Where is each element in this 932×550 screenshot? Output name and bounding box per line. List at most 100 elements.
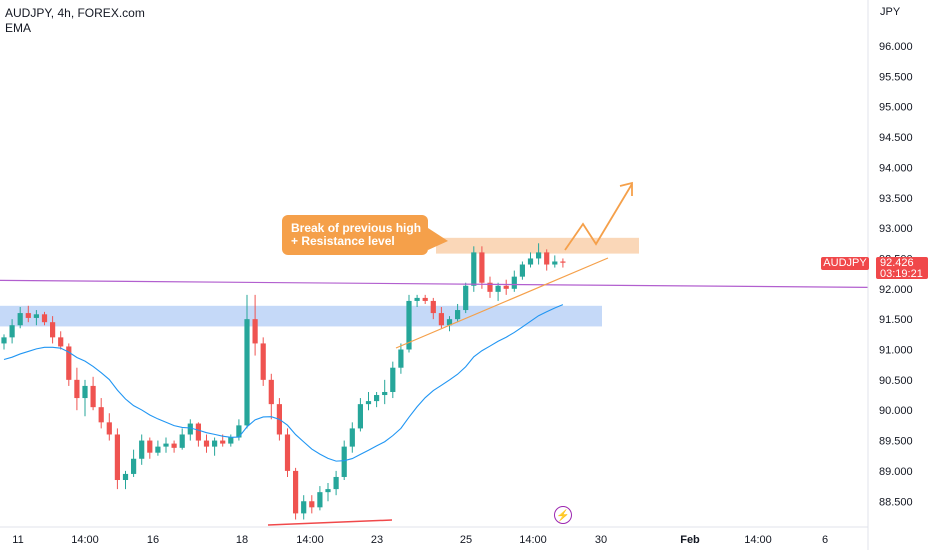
candle — [228, 434, 234, 447]
candle-body — [33, 314, 39, 318]
candle — [325, 483, 331, 502]
candle — [147, 437, 153, 459]
candle-body — [471, 252, 477, 286]
candle-body — [511, 276, 517, 289]
candle — [446, 316, 453, 332]
candle-body — [252, 319, 258, 344]
symbol-title: AUDJPY, 4h, FOREX.com — [5, 6, 145, 20]
candle — [155, 440, 161, 456]
candle — [106, 413, 112, 441]
trend-line — [395, 257, 609, 349]
candle — [90, 376, 96, 411]
candle — [41, 311, 48, 326]
x-tick-label: 14:00 — [296, 534, 324, 546]
candle-body — [309, 501, 315, 508]
candle — [268, 373, 274, 420]
candle-body — [503, 285, 509, 289]
x-tick-label: 30 — [595, 534, 607, 546]
candle-body — [341, 446, 347, 477]
projection-path — [564, 183, 633, 251]
candle — [309, 495, 315, 514]
candle — [414, 294, 420, 308]
candle — [422, 294, 428, 304]
candle — [560, 258, 566, 268]
candle-body — [479, 252, 485, 283]
candle-body — [390, 367, 396, 392]
lightning-event-icon[interactable]: ⚡ — [554, 506, 572, 524]
candle — [471, 246, 477, 292]
candle — [527, 252, 534, 268]
candle-body — [268, 379, 274, 405]
y-tick-label: 95.500 — [879, 71, 913, 83]
candle-body — [50, 322, 56, 338]
candle — [9, 319, 15, 344]
overlays — [0, 181, 869, 526]
candle-body — [212, 440, 218, 447]
candle-body — [495, 285, 501, 292]
axes: 96.000 95.500 95.000 94.500 94.000 93.500 93.0… — [0, 0, 913, 550]
candle-body — [552, 261, 558, 265]
x-tick-label: 25 — [460, 534, 472, 546]
y-tick-label: 89.500 — [879, 436, 913, 448]
candle-body — [122, 473, 129, 481]
candle-body — [90, 385, 96, 408]
candle — [374, 391, 380, 408]
x-tick-label: 18 — [236, 534, 248, 546]
candle — [455, 303, 461, 323]
candle-body — [463, 285, 469, 311]
symbol-price-tag: AUDJPY — [821, 257, 869, 270]
candle-body — [293, 470, 299, 514]
y-tick-label: 90.000 — [879, 405, 913, 417]
candle-body — [260, 343, 266, 380]
candle — [17, 307, 23, 329]
candle-body — [163, 443, 169, 447]
candle — [131, 449, 137, 477]
candle-body — [9, 325, 15, 338]
y-tick-label: 96.000 — [879, 41, 913, 53]
candle — [33, 310, 39, 326]
chart-header: AUDJPY, 4h, FOREX.com EMA — [5, 6, 145, 36]
x-tick-label: Feb — [680, 534, 700, 546]
candle — [365, 391, 372, 411]
y-tick-label: 95.000 — [879, 102, 913, 114]
candle-body — [544, 252, 550, 265]
candle-body — [487, 282, 493, 292]
candle — [244, 294, 250, 429]
x-tick-label: 11 — [12, 534, 23, 546]
y-tick-label: 89.000 — [879, 466, 913, 478]
candle — [74, 367, 80, 411]
candle — [349, 422, 355, 453]
candle-body — [301, 501, 307, 514]
indicator-label[interactable]: EMA — [5, 21, 32, 35]
currency-label: JPY — [880, 6, 901, 18]
candle-body — [527, 258, 534, 265]
y-tick-label: 90.500 — [879, 375, 913, 387]
x-tick-label: 14:00 — [744, 534, 772, 546]
candle-body — [203, 440, 210, 447]
candle — [66, 343, 72, 386]
candle-body — [106, 422, 112, 435]
y-tick-label: 91.500 — [879, 314, 913, 326]
resistance-zone — [436, 237, 639, 254]
candle-body — [382, 391, 388, 396]
callout-pointer — [428, 228, 448, 250]
y-tick-label: 93.000 — [879, 223, 913, 235]
candle — [503, 279, 509, 295]
support-zone — [0, 305, 602, 327]
candle-body — [438, 313, 444, 326]
candle-body — [446, 319, 453, 326]
candle — [1, 334, 7, 350]
candle-body — [228, 437, 234, 444]
candle — [536, 243, 542, 265]
candle-body — [333, 476, 339, 490]
candle-body — [560, 261, 566, 263]
candle-body — [398, 349, 404, 368]
y-tick-label: 92.000 — [879, 284, 913, 296]
candle-body — [406, 300, 412, 350]
candle — [171, 440, 177, 453]
candle — [544, 249, 550, 271]
candle — [382, 379, 388, 405]
y-tick-label: 94.000 — [879, 162, 913, 174]
annotation-callout[interactable]: Break of previous high + Resistance leve… — [282, 215, 428, 255]
